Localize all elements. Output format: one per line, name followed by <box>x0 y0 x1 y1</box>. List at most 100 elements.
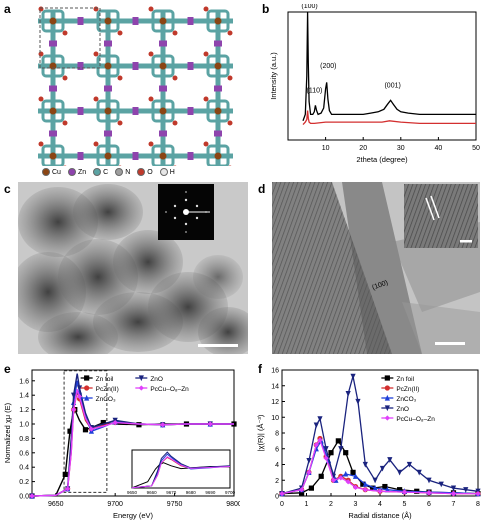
legend-item-zn: Zn <box>67 168 87 176</box>
exafs-point <box>379 465 386 472</box>
zn-atom <box>159 130 167 137</box>
exafs-point <box>350 373 356 380</box>
exafs-point <box>382 483 388 490</box>
zn-atom <box>77 152 84 160</box>
o-atom <box>148 96 154 102</box>
y-tick-label: 1.4 <box>19 393 29 400</box>
panel-label-c: c <box>4 182 11 196</box>
xrd-chart: 10 20 30 40 50 2theta (degree) Intensity (a.u.… <box>269 4 480 164</box>
tem-image <box>18 182 248 354</box>
y-tick-label: 0.8 <box>19 436 29 443</box>
o-atom <box>227 120 233 126</box>
exafs-point <box>475 491 481 497</box>
exafs-point <box>308 485 314 491</box>
legend-label: Zn <box>77 168 87 176</box>
legend-marker <box>384 405 390 412</box>
inset-tick-label: 9660 <box>147 490 158 495</box>
phthalocyanine-node <box>41 54 65 78</box>
o-atom <box>93 141 99 147</box>
o-atom <box>93 96 99 102</box>
x-tick-label: 9700 <box>107 501 123 508</box>
lattice-inset <box>404 184 478 248</box>
o-atom <box>117 75 123 81</box>
x-axis-label: Radial distance (Å) <box>348 511 412 520</box>
x-tick-label: 5 <box>403 501 407 508</box>
inset-tick-label: 9670 <box>166 490 177 495</box>
cu-atom <box>159 17 167 25</box>
x-tick-label: 50 <box>472 145 480 152</box>
o-atom <box>203 6 209 12</box>
cu-atom <box>104 62 112 70</box>
legend-label: ZnO <box>150 376 163 383</box>
zn-atom <box>49 85 57 92</box>
xanes-chart: 9650 9700 9750 9800 0.0 0.2 0.4 0.6 0.8 1.0 1.2 1.4… <box>3 369 240 520</box>
phthalocyanine-node <box>206 144 230 166</box>
y-tick-label: 10 <box>271 415 279 422</box>
cu-atom <box>49 152 57 160</box>
plot-frame <box>281 369 479 497</box>
cu-atom <box>214 107 222 115</box>
zn-atom <box>214 85 222 92</box>
o-atom <box>203 141 209 147</box>
x-tick-label: 7 <box>452 501 456 508</box>
x-tick-label: 8 <box>476 501 480 508</box>
o-atom <box>172 120 178 126</box>
zn-atom <box>132 17 139 25</box>
zn-atom <box>104 130 112 137</box>
scale-bar <box>198 344 238 347</box>
zn-atom <box>77 107 84 115</box>
peak-label: (100) <box>301 4 317 10</box>
cu-atom <box>104 107 112 115</box>
cu-atom <box>159 107 167 115</box>
exafs-point <box>450 485 457 492</box>
o-atom <box>38 6 44 12</box>
legend-item-o: O <box>137 168 153 176</box>
legend-label: ZnCO₃ <box>96 396 116 403</box>
x-tick-label: 4 <box>378 501 382 508</box>
o-atom <box>148 6 154 12</box>
y-tick-label: 14 <box>271 383 279 390</box>
phthalocyanine-node <box>96 9 120 33</box>
inset-series-line-5 <box>131 456 231 489</box>
exafs-series-line-5 <box>281 438 478 495</box>
xanes-point <box>207 421 213 427</box>
exafs-point <box>426 490 432 496</box>
xanes-point <box>67 428 73 434</box>
phthalocyanine-node <box>41 99 65 123</box>
exafs-point <box>306 469 312 475</box>
legend-label: PcCu–O₈–Zn <box>396 416 435 423</box>
o-atom <box>38 141 44 147</box>
phthalocyanine-node <box>151 144 175 166</box>
legend-label: O <box>147 168 153 176</box>
peak-label: (200) <box>320 63 336 70</box>
xanes-point <box>65 486 71 492</box>
y-axis-label: Intensity (a.u.) <box>269 52 278 100</box>
xrd-series-line-1 <box>302 11 476 122</box>
o-atom <box>148 141 154 147</box>
exafs-point <box>323 446 329 452</box>
o-atom <box>62 75 68 81</box>
y-tick-label: 1.2 <box>19 407 29 414</box>
xanes-point <box>29 493 35 499</box>
phthalocyanine-node <box>96 144 120 166</box>
x-tick-label: 6 <box>427 501 431 508</box>
inset-tick-label: 9690 <box>205 490 216 495</box>
exafs-point <box>350 469 356 475</box>
zn-atom <box>132 152 139 160</box>
zn-atom <box>132 107 139 115</box>
zn-atom <box>49 130 57 137</box>
panel-label-d: d <box>258 182 266 196</box>
xanes-series-line-5 <box>31 389 234 497</box>
o-atom <box>172 75 178 81</box>
zn-atom <box>159 40 167 47</box>
unit-cell-box <box>39 7 101 69</box>
exafs-point <box>299 490 305 496</box>
panel-label-a: a <box>4 2 11 16</box>
phthalocyanine-node <box>41 9 65 33</box>
exafs-point <box>397 487 403 493</box>
cu-atom <box>214 152 222 160</box>
peak-label: (110) <box>307 87 323 94</box>
exafs-point <box>387 457 393 463</box>
cu-atom <box>214 17 222 25</box>
